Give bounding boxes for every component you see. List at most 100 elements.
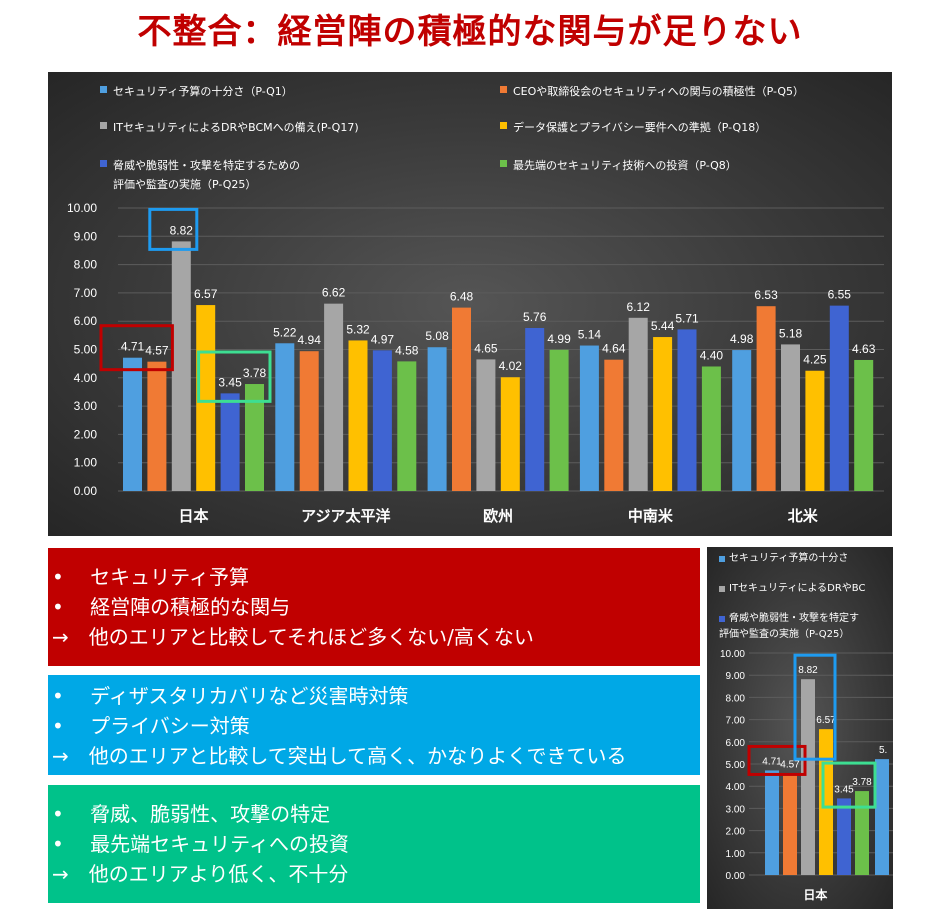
y-tick-label: 10.00 [67, 201, 97, 215]
data-label: 6.12 [627, 300, 651, 314]
x-tick-label: 日本 [803, 887, 827, 902]
x-tick-label: アジア太平洋 [301, 507, 390, 525]
data-label: 4.64 [602, 342, 626, 356]
bar [783, 773, 797, 875]
bar [854, 359, 874, 491]
y-tick-label: 9.00 [726, 671, 746, 682]
mini-legend-label: 脅威や脆弱性・攻撃を特定す [729, 613, 859, 624]
callout-line: • 経営陣の積極的な関与 [52, 595, 291, 619]
data-label: 5.71 [675, 311, 699, 325]
data-label: 6.57 [194, 287, 218, 301]
data-label: 5. [879, 745, 887, 756]
bar [829, 305, 849, 491]
bar [452, 307, 471, 491]
bar [855, 791, 869, 875]
data-label: 3.45 [218, 375, 242, 389]
mini-legend-line2: 評価や監査の実施（P-Q25） [719, 627, 849, 643]
callout-conclusion: → 他のエリアと比較してそれほど多くない/高くない [52, 625, 534, 649]
legend-swatch [100, 86, 107, 93]
bar [604, 359, 624, 491]
highlight-frame [821, 761, 877, 809]
callout-box-red: • セキュリティ予算 • 経営陣の積極的な関与 → 他のエリアと比較してそれほど… [48, 548, 700, 666]
legend-swatch [719, 586, 725, 592]
legend-swatch [500, 160, 507, 167]
bar [397, 361, 417, 491]
y-tick-label: 1.00 [726, 849, 746, 860]
legend-swatch [500, 86, 507, 93]
bar [324, 303, 344, 491]
highlight-frame [148, 207, 199, 251]
data-label: 6.48 [450, 290, 474, 304]
data-label: 5.08 [425, 329, 449, 343]
bar [805, 370, 825, 491]
data-label: 5.76 [523, 310, 547, 324]
callout-line: • プライバシー対策 [52, 714, 250, 738]
bar [549, 349, 569, 491]
mini-legend-item: セキュリティ予算の十分さ [719, 551, 848, 567]
bar [701, 366, 721, 491]
bar [732, 350, 752, 491]
y-tick-label: 8.00 [726, 693, 746, 704]
data-label: 4.98 [730, 332, 754, 346]
callout-line: • 最先端セキュリティへの投資 [52, 832, 349, 856]
data-label: 4.99 [547, 332, 571, 346]
mini-bar-chart: 0.00 1.00 2.00 3.00 4.00 5.00 6.00 7.00 8.00 9.00… [720, 649, 893, 902]
bar [275, 343, 295, 491]
legend-swatch [719, 616, 725, 622]
bar [765, 770, 779, 875]
highlight-frame [99, 324, 174, 372]
data-label: 4.94 [298, 333, 322, 347]
data-label: 6.62 [322, 286, 346, 300]
legend-label: データ保護とプライバシー要件への準拠（P-Q18） [513, 121, 767, 134]
bar [299, 351, 319, 491]
bar [525, 327, 545, 491]
highlight-frame [197, 350, 272, 403]
highlight-frame [793, 653, 837, 761]
legend-label: ITセキュリティによるDRやBCMへの備え(P-Q17) [113, 121, 359, 134]
bar [579, 345, 599, 491]
data-label: 3.45 [834, 784, 854, 795]
legend-swatch [100, 160, 107, 167]
x-tick-label: 日本 [178, 507, 208, 525]
y-tick-label: 1.00 [74, 456, 98, 470]
legend-item-p-q25: 脅威や脆弱性・攻撃を特定するための 評価や監査の実施（P-Q25） [100, 156, 300, 194]
y-tick-label: 8.00 [74, 258, 98, 272]
legend-swatch [100, 122, 107, 129]
data-label: 5.32 [346, 322, 370, 336]
x-tick-label: 欧州 [483, 507, 513, 525]
legend-label: セキュリティ予算の十分さ（P-Q1） [113, 85, 293, 98]
legend-item-p-q1: セキュリティ予算の十分さ（P-Q1） [100, 82, 293, 101]
bar [372, 350, 392, 491]
legend-swatch [500, 122, 507, 129]
data-label: 5.44 [651, 319, 675, 333]
callout-box-green: • 脅威、脆弱性、攻撃の特定 • 最先端セキュリティへの投資 → 他のエリアより… [48, 785, 700, 903]
callout-conclusion: → 他のエリアより低く、不十分 [52, 862, 349, 886]
bar [875, 759, 889, 875]
data-label: 6.53 [754, 288, 778, 302]
bar [171, 241, 191, 491]
legend-item-p-q5: CEOや取締役会のセキュリティへの関与の積極性（P-Q5） [500, 82, 804, 101]
bar [476, 359, 496, 491]
bar [801, 679, 815, 875]
mini-legend-label: ITセキュリティによるDRやBC [729, 583, 866, 594]
callout-line: • セキュリティ予算 [52, 565, 249, 589]
y-tick-label: 0.00 [726, 871, 746, 882]
mini-legend-item: ITセキュリティによるDRやBC [719, 581, 865, 597]
x-tick-label: 中南米 [628, 507, 674, 525]
bar [628, 317, 648, 491]
data-label: 5.22 [273, 325, 297, 339]
y-tick-label: 3.00 [74, 399, 98, 413]
legend-label: 最先端のセキュリティ技術への投資（P-Q8） [513, 159, 737, 172]
data-label: 4.57 [780, 760, 800, 771]
bar [653, 337, 673, 491]
mini-legend-item: 脅威や脆弱性・攻撃を特定す [719, 611, 859, 627]
y-tick-label: 7.00 [726, 716, 746, 727]
y-tick-label: 9.00 [74, 229, 98, 243]
callout-conclusion: → 他のエリアと比較して突出して高く、かなりよくできている [52, 744, 627, 768]
legend-item-p-q18: データ保護とプライバシー要件への準拠（P-Q18） [500, 118, 766, 137]
callout-box-blue: • ディザスタリカバリなど災害時対策 • プライバシー対策 → 他のエリアと比較… [48, 675, 700, 775]
page-title: 不整合：経営陣の積極的な関与が足りない [137, 12, 803, 52]
y-tick-label: 4.00 [726, 782, 746, 793]
data-label: 4.58 [395, 343, 419, 357]
data-label: 4.71 [762, 756, 782, 767]
